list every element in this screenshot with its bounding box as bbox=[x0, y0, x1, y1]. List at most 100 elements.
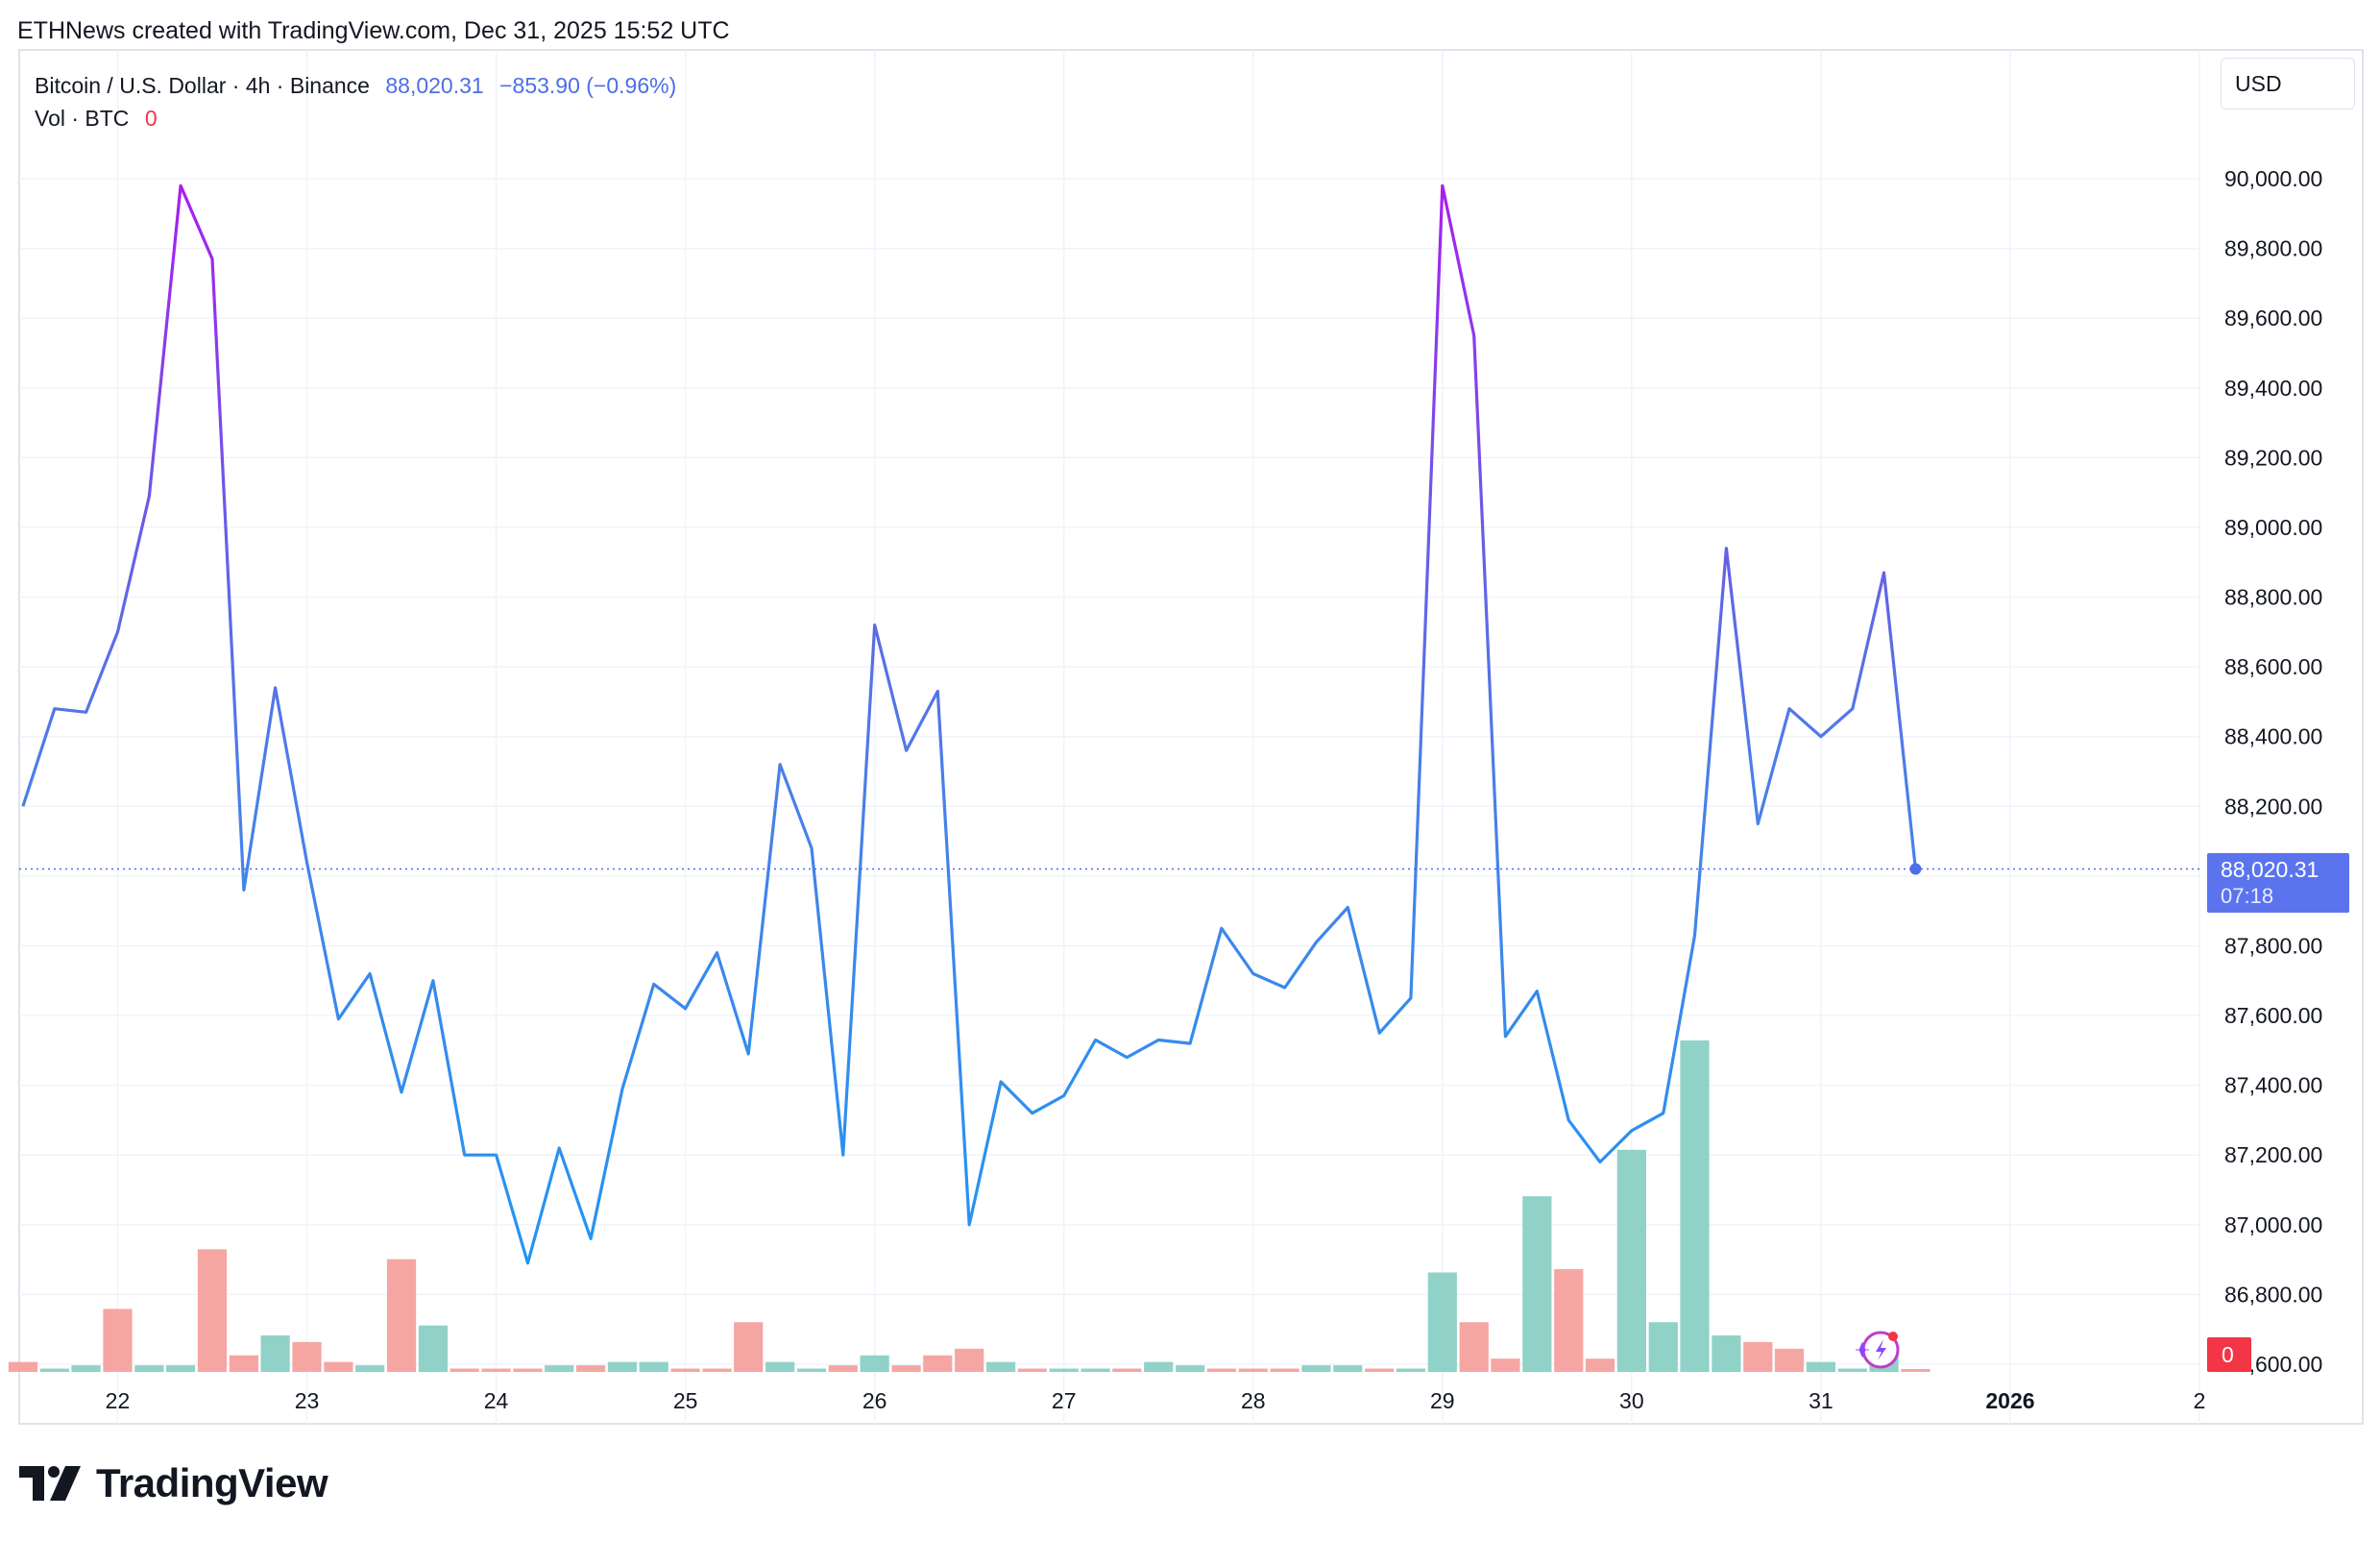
volume-bar bbox=[197, 1249, 228, 1372]
x-tick-label: 24 bbox=[484, 1388, 509, 1413]
y-tick-label: 89,800.00 bbox=[2224, 236, 2322, 261]
bar-countdown: 07:18 bbox=[2221, 884, 2273, 908]
x-tick-label: 26 bbox=[862, 1388, 887, 1413]
volume-bar bbox=[1616, 1149, 1646, 1372]
volume-bar bbox=[734, 1322, 764, 1372]
volume-bar bbox=[449, 1368, 479, 1372]
volume-bar bbox=[702, 1368, 732, 1372]
volume-bar bbox=[1585, 1358, 1615, 1372]
volume-bar bbox=[513, 1368, 543, 1372]
volume-bar bbox=[292, 1341, 322, 1372]
volume-bar bbox=[1743, 1341, 1773, 1372]
y-tick-label: 89,000.00 bbox=[2224, 515, 2322, 540]
volume-bar bbox=[71, 1365, 101, 1372]
volume-bar bbox=[1176, 1365, 1205, 1372]
grid bbox=[19, 50, 2200, 1424]
y-tick-label: 87,600.00 bbox=[2224, 1003, 2322, 1028]
volume-bar bbox=[796, 1368, 827, 1372]
price-line bbox=[21, 183, 1917, 1265]
last-price-tag: 88,020.31 07:18 bbox=[2207, 853, 2349, 913]
y-tick-label: 89,400.00 bbox=[2224, 376, 2322, 401]
x-tick-label: 28 bbox=[1241, 1388, 1266, 1413]
volume-title[interactable]: Vol · BTC bbox=[35, 106, 130, 131]
last-price: 88,020.31 bbox=[385, 73, 484, 98]
tradingview-logo-icon bbox=[19, 1466, 81, 1501]
volume-bar bbox=[1901, 1369, 1931, 1372]
tradingview-logo[interactable]: TradingView bbox=[19, 1460, 328, 1506]
volume-bar bbox=[860, 1355, 889, 1372]
volume-value: 0 bbox=[144, 106, 158, 131]
y-tick-label: 89,600.00 bbox=[2224, 306, 2322, 330]
volume-bar bbox=[260, 1335, 290, 1372]
volume-bar bbox=[1806, 1361, 1836, 1372]
x-tick-label: 30 bbox=[1619, 1388, 1644, 1413]
volume-bar bbox=[923, 1355, 953, 1372]
legend: Bitcoin / U.S. Dollar · 4h · Binance 88,… bbox=[35, 69, 686, 135]
last-price-dot bbox=[1909, 863, 1922, 875]
volume-bar bbox=[1774, 1348, 1805, 1372]
volume-bar bbox=[1396, 1368, 1426, 1372]
y-tick-label: 87,200.00 bbox=[2224, 1142, 2322, 1167]
x-tick-label: 22 bbox=[106, 1388, 131, 1413]
volume-bar bbox=[229, 1355, 259, 1372]
volume-bar bbox=[985, 1361, 1016, 1372]
volume-bar bbox=[418, 1325, 449, 1372]
y-tick-label: 88,800.00 bbox=[2224, 585, 2322, 610]
volume-bar bbox=[1554, 1269, 1584, 1372]
volume-bar bbox=[1522, 1196, 1552, 1372]
volume-bar bbox=[1837, 1368, 1867, 1372]
price-change: −853.90 (−0.96%) bbox=[499, 73, 677, 98]
x-tick-label: 31 bbox=[1809, 1388, 1834, 1413]
volume-bar bbox=[1365, 1368, 1395, 1372]
volume-bar bbox=[1427, 1272, 1457, 1372]
currency-selector[interactable]: USD bbox=[2221, 58, 2355, 110]
y-tick-label: 88,600.00 bbox=[2224, 654, 2322, 679]
volume-bar bbox=[765, 1361, 795, 1372]
y-tick-label: 88,200.00 bbox=[2224, 794, 2322, 819]
x-tick-label: 2 bbox=[2194, 1388, 2206, 1413]
volume-bar bbox=[1270, 1368, 1299, 1372]
x-tick-label: 23 bbox=[295, 1388, 320, 1413]
symbol-title[interactable]: Bitcoin / U.S. Dollar · 4h · Binance bbox=[35, 73, 370, 98]
assistant-icon bbox=[1856, 1331, 1900, 1369]
volume-bar bbox=[324, 1361, 353, 1372]
volume-bar bbox=[1333, 1365, 1363, 1372]
y-tick-label: 86,800.00 bbox=[2224, 1282, 2322, 1307]
volume-bars bbox=[8, 1040, 1931, 1372]
volume-bar bbox=[955, 1348, 984, 1372]
x-axis-labels: 22 23 24 25 26 27 28 29 30 31 2026 2 bbox=[106, 1388, 2206, 1413]
y-tick-label: 89,200.00 bbox=[2224, 445, 2322, 470]
volume-bar bbox=[1680, 1040, 1710, 1372]
attribution-text: ETHNews created with TradingView.com, De… bbox=[17, 17, 730, 44]
x-tick-label: 25 bbox=[673, 1388, 698, 1413]
x-tick-label: 29 bbox=[1430, 1388, 1455, 1413]
volume-bar bbox=[891, 1365, 921, 1372]
volume-bar bbox=[1238, 1368, 1268, 1372]
volume-bar bbox=[1301, 1365, 1331, 1372]
volume-bar bbox=[1648, 1322, 1678, 1372]
y-axis-labels: 86,600.0086,800.0087,000.0087,200.0087,4… bbox=[2224, 166, 2322, 1377]
volume-bar bbox=[1712, 1335, 1741, 1372]
volume-bar bbox=[670, 1368, 700, 1372]
y-tick-label: 87,000.00 bbox=[2224, 1212, 2322, 1237]
volume-bar bbox=[1491, 1358, 1520, 1372]
volume-bar bbox=[575, 1365, 606, 1372]
volume-bar bbox=[1206, 1368, 1236, 1372]
volume-bar bbox=[103, 1309, 133, 1372]
last-price-value: 88,020.31 bbox=[2221, 857, 2319, 882]
volume-bar bbox=[39, 1368, 69, 1372]
volume-bar bbox=[386, 1259, 417, 1372]
volume-bar bbox=[828, 1365, 858, 1372]
volume-bar bbox=[165, 1365, 196, 1372]
volume-bar bbox=[1144, 1361, 1174, 1372]
volume-bar bbox=[481, 1368, 511, 1372]
volume-bar bbox=[1459, 1322, 1489, 1372]
y-tick-label: 87,400.00 bbox=[2224, 1073, 2322, 1098]
volume-tag: 0 bbox=[2207, 1337, 2251, 1372]
volume-bar bbox=[8, 1361, 38, 1372]
volume-bar bbox=[1112, 1368, 1142, 1372]
volume-bar bbox=[545, 1365, 574, 1372]
volume-bar bbox=[607, 1361, 638, 1372]
volume-bar bbox=[1081, 1368, 1110, 1372]
